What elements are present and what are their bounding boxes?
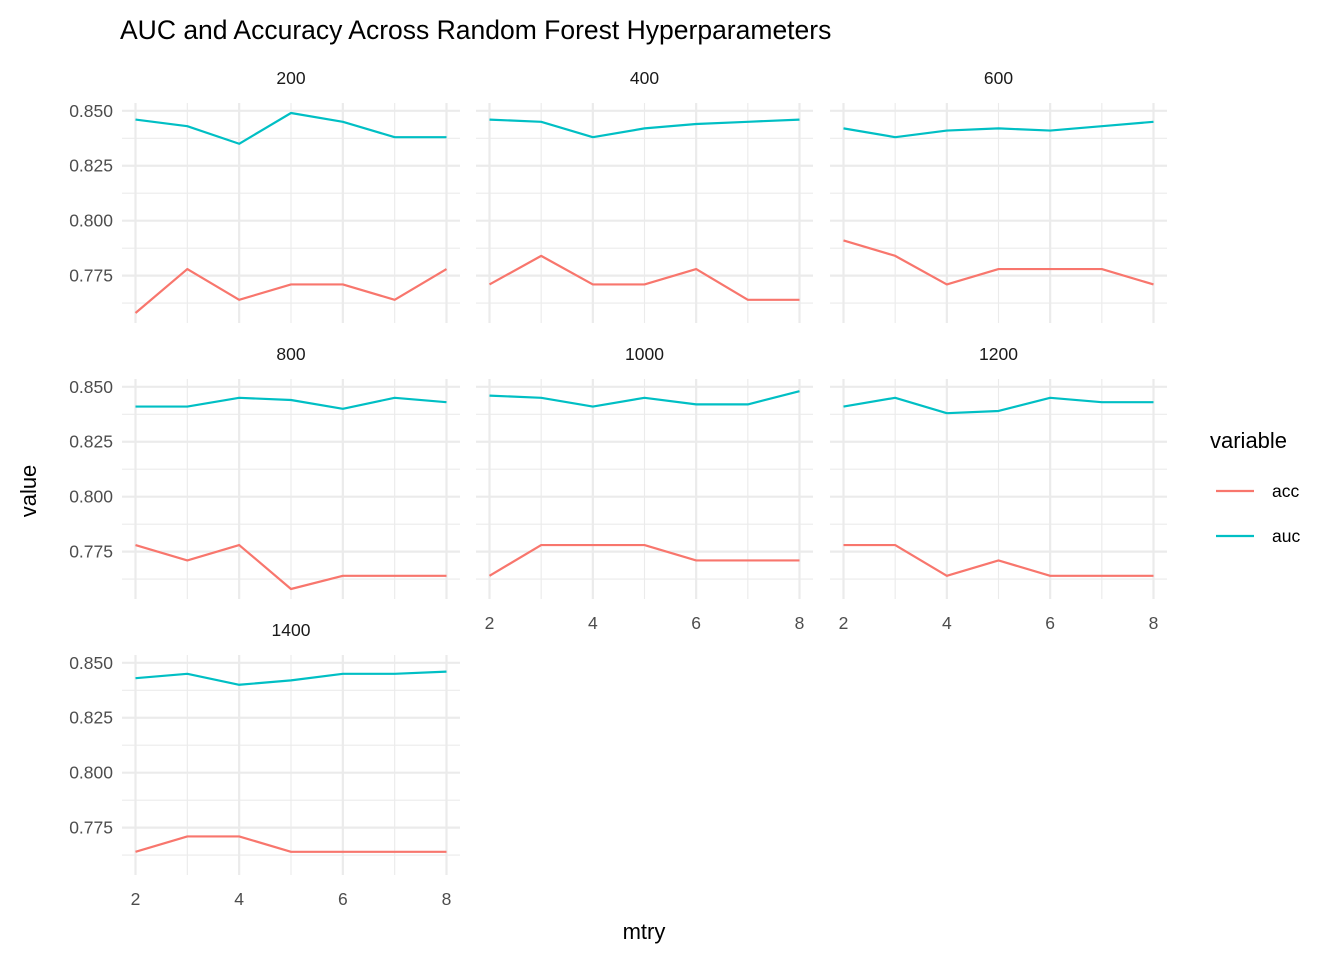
x-tick-label: 6	[338, 889, 348, 909]
series-line-acc	[488, 254, 800, 301]
facet-strip-label: 1400	[272, 620, 311, 640]
series-line-acc	[135, 543, 447, 591]
x-tick-label: 4	[234, 889, 244, 909]
x-tick-label: 8	[795, 613, 805, 633]
series-line-acc	[134, 267, 448, 314]
series-line-auc	[135, 670, 447, 686]
series-line-auc	[843, 120, 1154, 139]
series-line-acc	[843, 543, 1154, 577]
series-line-acc	[135, 835, 447, 853]
x-tick-label: 2	[131, 889, 141, 909]
x-tick-label: 8	[442, 889, 452, 909]
series-line-auc	[135, 111, 447, 145]
y-tick-label: 0.800	[69, 487, 113, 507]
series-line-acc	[843, 239, 1154, 286]
y-tick-label: 0.825	[69, 156, 113, 176]
x-tick-label: 2	[485, 613, 495, 633]
y-tick-label: 0.775	[69, 542, 113, 562]
facet-panel-1200: 1200 2 4 6 8	[830, 344, 1167, 633]
facet-panel-800: 800 0.775 0.800 0.825 0.850	[69, 344, 460, 599]
y-tick-label: 0.800	[69, 763, 113, 783]
facet-panel-400: 400	[476, 68, 813, 323]
facet-strip-label: 200	[276, 68, 305, 88]
x-tick-label: 8	[1149, 613, 1159, 633]
x-tick-label: 2	[839, 613, 849, 633]
facet-panel-1400: 1400 0.775 0.800 0.825 0.850 2 4 6 8	[69, 620, 460, 909]
facet-strip-label: 800	[276, 344, 305, 364]
x-tick-label: 4	[942, 613, 952, 633]
legend-label-acc: acc	[1272, 481, 1299, 501]
y-tick-label: 0.850	[69, 377, 113, 397]
facet-panels: 200 0.775 0.800 0.825 0.850 400 600 800 0.775 0.8…	[69, 68, 1167, 909]
y-tick-label: 0.850	[69, 101, 113, 121]
legend: variable acc auc	[1210, 428, 1300, 546]
y-tick-label: 0.775	[69, 266, 113, 286]
legend-title: variable	[1210, 428, 1287, 453]
legend-entry-auc: auc	[1216, 526, 1300, 546]
facet-strip-label: 400	[630, 68, 659, 88]
series-line-auc	[135, 396, 447, 410]
facet-strip-label: 1000	[625, 344, 664, 364]
facet-panel-600: 600	[830, 68, 1167, 323]
y-tick-label: 0.825	[69, 708, 113, 728]
facet-panel-200: 200 0.775 0.800 0.825 0.850	[69, 68, 460, 323]
x-tick-label: 6	[691, 613, 701, 633]
series-line-auc	[489, 390, 800, 408]
legend-label-auc: auc	[1272, 526, 1300, 546]
series-line-auc	[489, 118, 800, 139]
facet-strip-label: 600	[984, 68, 1013, 88]
x-tick-label: 6	[1045, 613, 1055, 633]
y-tick-label: 0.800	[69, 211, 113, 231]
y-tick-label: 0.775	[69, 818, 113, 838]
y-tick-label: 0.825	[69, 432, 113, 452]
series-line-acc	[488, 543, 800, 577]
x-tick-label: 4	[588, 613, 598, 633]
facet-panel-1000: 1000 2 4 6 8	[476, 344, 813, 633]
y-tick-label: 0.850	[69, 653, 113, 673]
x-axis-title: mtry	[623, 919, 666, 944]
y-axis-title: value	[16, 465, 41, 518]
legend-entry-acc: acc	[1216, 481, 1299, 501]
series-line-auc	[843, 396, 1154, 415]
plot-title: AUC and Accuracy Across Random Forest Hy…	[120, 15, 831, 45]
facet-strip-label: 1200	[979, 344, 1018, 364]
